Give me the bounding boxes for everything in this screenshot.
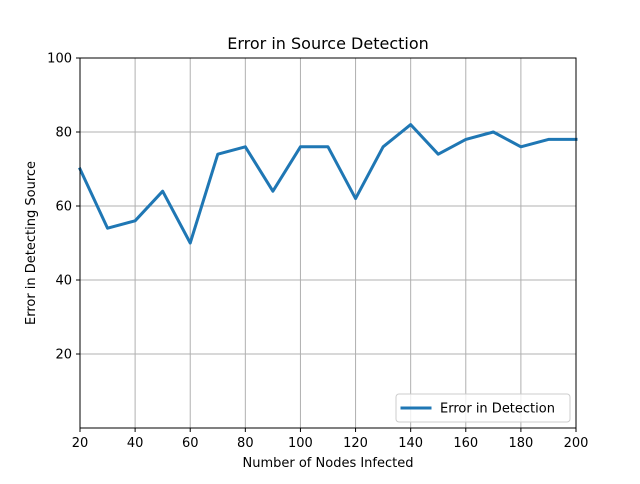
legend-box [395,393,571,423]
y-axis-label: Error in Detecting Source [24,161,39,325]
x-axis-label: Number of Nodes Infected [243,456,414,471]
x-tick-label: 100 [288,436,313,451]
x-tick-label: 40 [127,436,144,451]
x-tick-label: 160 [453,436,478,451]
x-tick-label: 80 [237,436,254,451]
y-tick-label: 80 [55,126,72,141]
x-tick-label: 60 [182,436,199,451]
y-tick-label: 100 [47,52,72,67]
x-tick-label: 20 [72,436,89,451]
series-line-error-in-detection [78,123,578,245]
y-tick-label: 60 [55,200,72,215]
plot-area-frame [79,57,577,429]
x-tick-label: 140 [398,436,423,451]
x-tick-label: 120 [343,436,368,451]
chart-title: Error in Source Detection [227,34,429,53]
x-tick-label: 200 [564,436,589,451]
legend: Error in Detection [395,393,571,423]
y-tick-label: 40 [55,274,72,289]
axis-ticks: 20 40 60 80 100 120 140 160 180 200 20 40 60 80 100 [47,52,588,452]
series-layer [78,123,578,245]
x-tick-label: 180 [508,436,533,451]
y-tick-label: 20 [55,348,72,363]
legend-entry-label: Error in Detection [440,402,555,417]
